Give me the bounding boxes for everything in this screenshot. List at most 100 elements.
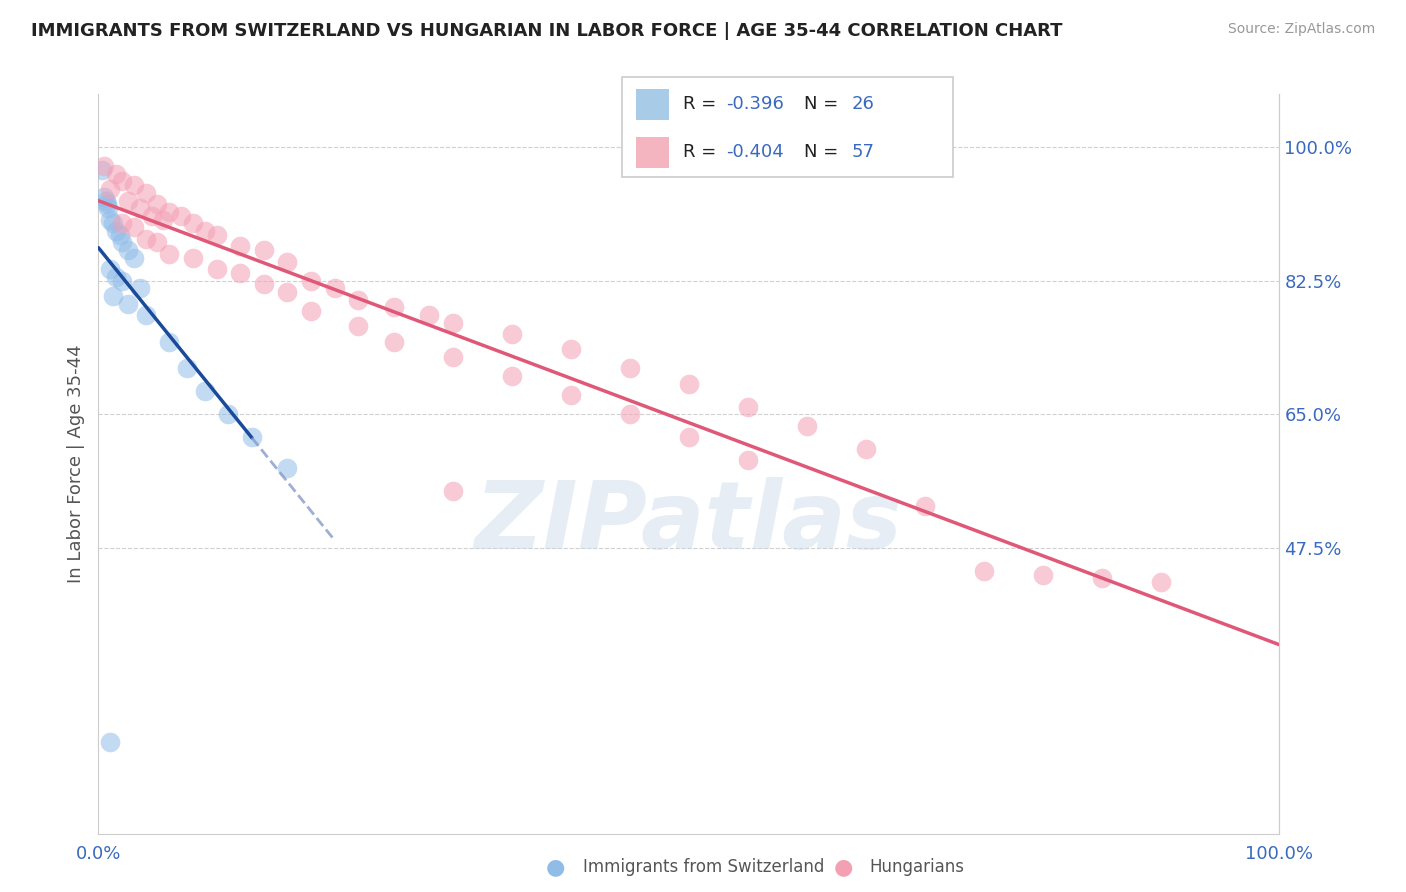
Bar: [636, 89, 669, 120]
Text: ZIPatlas: ZIPatlas: [475, 477, 903, 569]
Point: [914, 499, 936, 513]
Point: [382, 334, 405, 349]
Point: [678, 430, 700, 444]
Point: [560, 343, 582, 357]
Point: [229, 239, 252, 253]
Point: [135, 232, 157, 246]
Point: [276, 285, 298, 299]
Text: ●: ●: [546, 857, 565, 877]
Text: 57: 57: [852, 144, 875, 161]
Point: [111, 274, 134, 288]
Point: [146, 235, 169, 250]
Text: R =: R =: [683, 95, 721, 113]
Point: [122, 251, 145, 265]
Point: [98, 735, 121, 749]
Text: Immigrants from Switzerland: Immigrants from Switzerland: [583, 858, 825, 876]
Point: [347, 293, 370, 307]
Bar: [636, 137, 669, 168]
Point: [240, 430, 263, 444]
Point: [229, 266, 252, 280]
Point: [128, 201, 150, 215]
Text: IMMIGRANTS FROM SWITZERLAND VS HUNGARIAN IN LABOR FORCE | AGE 35-44 CORRELATION : IMMIGRANTS FROM SWITZERLAND VS HUNGARIAN…: [31, 22, 1063, 40]
Point: [973, 564, 995, 578]
Point: [122, 220, 145, 235]
Point: [382, 301, 405, 315]
Point: [1150, 575, 1173, 590]
Point: [253, 243, 276, 257]
Point: [111, 235, 134, 250]
Point: [105, 167, 128, 181]
Point: [122, 178, 145, 193]
Point: [737, 453, 759, 467]
Point: [105, 224, 128, 238]
Point: [98, 182, 121, 196]
Point: [94, 194, 117, 208]
Point: [170, 209, 193, 223]
Point: [98, 212, 121, 227]
Text: R =: R =: [683, 144, 721, 161]
Point: [619, 407, 641, 421]
Point: [619, 361, 641, 376]
Text: -0.404: -0.404: [727, 144, 785, 161]
Point: [117, 243, 139, 257]
Text: N =: N =: [804, 144, 844, 161]
Point: [299, 274, 322, 288]
FancyBboxPatch shape: [621, 77, 953, 178]
Point: [135, 186, 157, 200]
Point: [105, 269, 128, 284]
Text: -0.396: -0.396: [727, 95, 785, 113]
Point: [181, 251, 204, 265]
Point: [111, 216, 134, 230]
Y-axis label: In Labor Force | Age 35-44: In Labor Force | Age 35-44: [66, 344, 84, 583]
Point: [98, 262, 121, 277]
Point: [117, 194, 139, 208]
Point: [441, 350, 464, 364]
Point: [737, 400, 759, 414]
Point: [141, 209, 163, 223]
Point: [152, 212, 174, 227]
Point: [108, 227, 131, 242]
Text: Hungarians: Hungarians: [869, 858, 965, 876]
Point: [276, 460, 298, 475]
Point: [501, 327, 523, 342]
Point: [157, 334, 180, 349]
Point: [146, 197, 169, 211]
Point: [1032, 567, 1054, 582]
Point: [560, 388, 582, 402]
Point: [418, 308, 440, 322]
Point: [93, 159, 115, 173]
Point: [181, 216, 204, 230]
Point: [97, 201, 120, 215]
Point: [101, 216, 124, 230]
Point: [441, 316, 464, 330]
Point: [217, 407, 239, 421]
Point: [93, 190, 115, 204]
Point: [157, 247, 180, 261]
Point: [194, 384, 217, 399]
Point: [299, 304, 322, 318]
Point: [194, 224, 217, 238]
Point: [347, 319, 370, 334]
Point: [205, 227, 228, 242]
Text: N =: N =: [804, 95, 844, 113]
Text: ●: ●: [834, 857, 853, 877]
Point: [1091, 571, 1114, 585]
Point: [441, 483, 464, 498]
Point: [276, 254, 298, 268]
Point: [91, 163, 114, 178]
Text: Source: ZipAtlas.com: Source: ZipAtlas.com: [1227, 22, 1375, 37]
Point: [253, 277, 276, 292]
Point: [205, 262, 228, 277]
Text: 26: 26: [852, 95, 875, 113]
Point: [501, 369, 523, 384]
Point: [176, 361, 198, 376]
Point: [855, 442, 877, 456]
Point: [96, 197, 118, 211]
Point: [323, 281, 346, 295]
Point: [135, 308, 157, 322]
Point: [678, 376, 700, 391]
Point: [796, 418, 818, 433]
Point: [128, 281, 150, 295]
Point: [101, 289, 124, 303]
Point: [157, 205, 180, 219]
